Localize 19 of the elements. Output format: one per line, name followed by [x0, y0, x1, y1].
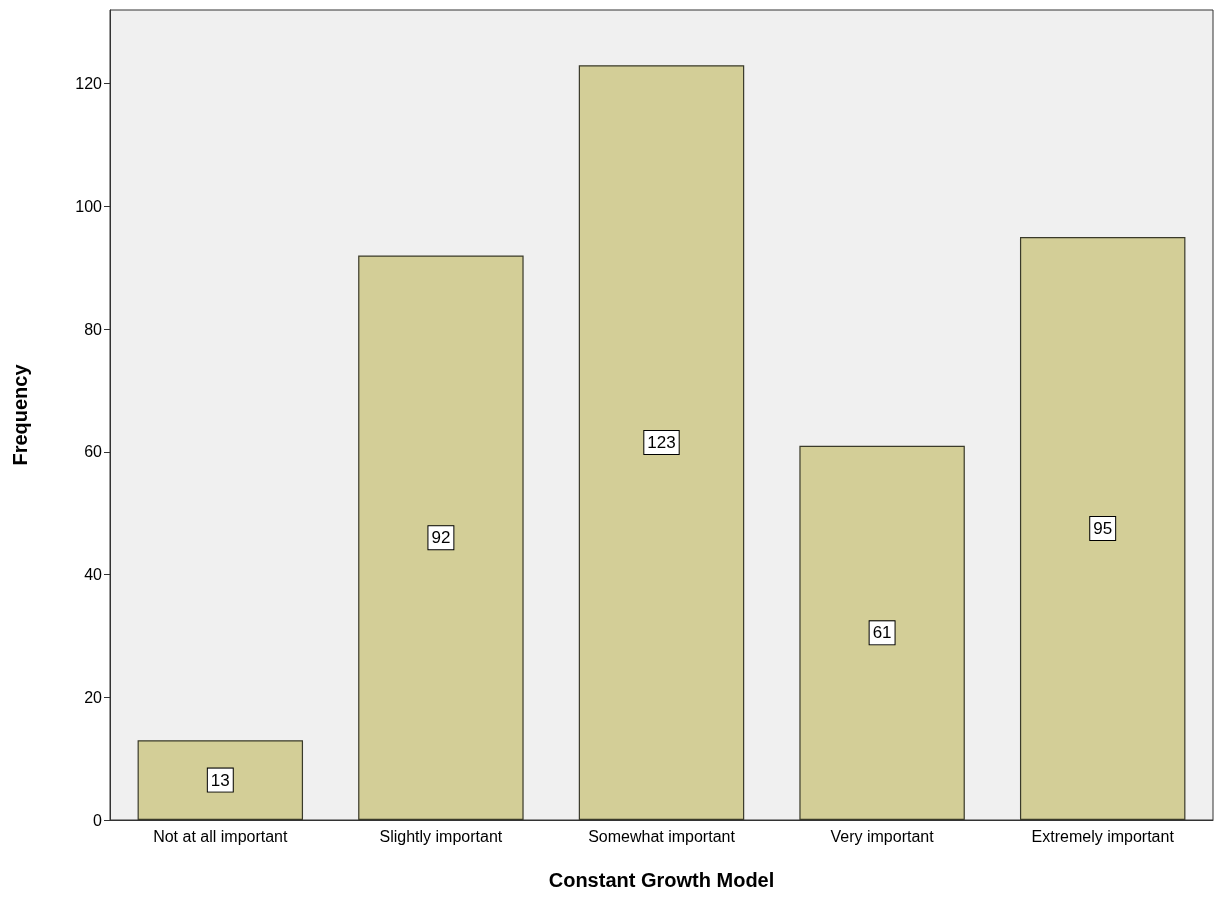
x-tick-label: Not at all important	[153, 827, 288, 845]
y-tick-label: 20	[84, 688, 103, 706]
x-tick-label: Somewhat important	[588, 827, 736, 845]
y-tick-label: 60	[84, 443, 103, 461]
y-tick-label: 40	[84, 566, 103, 584]
data-label: 95	[1093, 519, 1113, 539]
data-label: 92	[431, 528, 451, 548]
x-tick-label: Slightly important	[379, 827, 503, 845]
data-label: 13	[210, 770, 230, 790]
y-axis-title: Frequency	[9, 363, 31, 466]
y-tick-label: 120	[75, 75, 103, 93]
data-label: 61	[872, 623, 892, 643]
x-axis-title: Constant Growth Model	[548, 869, 775, 891]
y-tick-label: 100	[75, 197, 103, 215]
data-label: 123	[647, 433, 676, 453]
y-tick-label: 80	[84, 320, 103, 338]
x-tick-label: Extremely important	[1031, 827, 1175, 845]
x-tick-label: Very important	[830, 827, 935, 845]
y-tick-label: 0	[93, 811, 103, 829]
